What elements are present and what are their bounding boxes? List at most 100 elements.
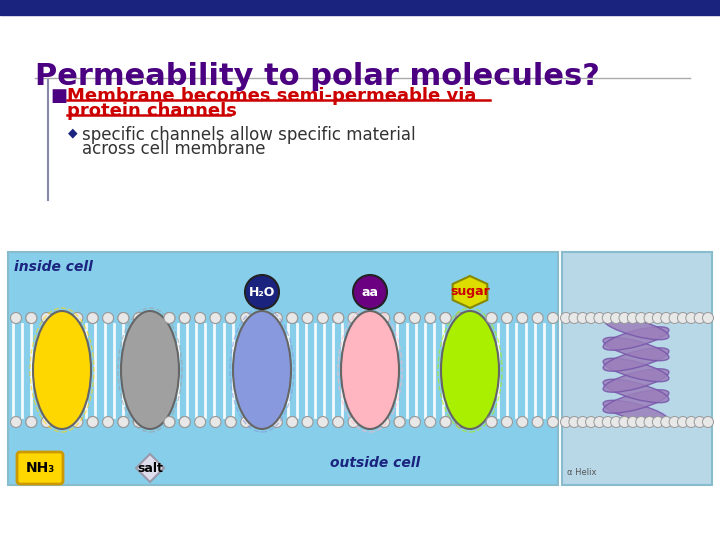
Circle shape [703,416,714,428]
Circle shape [87,416,98,428]
Circle shape [652,313,663,323]
Circle shape [379,416,390,428]
Circle shape [287,416,297,428]
Circle shape [594,416,605,428]
Circle shape [179,313,190,323]
Circle shape [41,416,52,428]
Ellipse shape [341,311,399,429]
Circle shape [425,313,436,323]
Circle shape [102,416,114,428]
Circle shape [619,416,630,428]
Circle shape [57,416,68,428]
Circle shape [164,416,175,428]
Polygon shape [453,276,487,308]
Circle shape [517,313,528,323]
Circle shape [577,416,588,428]
Circle shape [440,416,451,428]
Circle shape [456,313,467,323]
Circle shape [194,416,206,428]
Circle shape [179,416,190,428]
Circle shape [287,313,297,323]
Circle shape [501,416,513,428]
Circle shape [685,416,697,428]
Circle shape [72,416,83,428]
Circle shape [133,313,144,323]
Circle shape [602,313,613,323]
Circle shape [602,416,613,428]
Circle shape [225,416,236,428]
Circle shape [532,313,543,323]
FancyBboxPatch shape [17,452,63,484]
Circle shape [627,416,639,428]
Circle shape [333,313,343,323]
Circle shape [133,416,144,428]
Circle shape [210,313,221,323]
Circle shape [456,416,467,428]
Circle shape [501,313,513,323]
Circle shape [26,313,37,323]
Circle shape [425,416,436,428]
Circle shape [547,416,559,428]
Circle shape [118,313,129,323]
Circle shape [532,416,543,428]
Circle shape [41,313,52,323]
Circle shape [594,313,605,323]
Circle shape [102,313,114,323]
Circle shape [164,313,175,323]
Circle shape [636,313,647,323]
Text: Membrane becomes semi-permeable via: Membrane becomes semi-permeable via [67,87,477,105]
Circle shape [569,416,580,428]
Text: specific channels allow specific material: specific channels allow specific materia… [82,126,415,144]
Circle shape [394,313,405,323]
Text: sugar: sugar [450,286,490,299]
Circle shape [486,416,497,428]
Circle shape [440,313,451,323]
Circle shape [148,416,160,428]
Ellipse shape [121,311,179,429]
Circle shape [471,313,482,323]
Ellipse shape [603,327,669,350]
Circle shape [611,313,621,323]
Circle shape [486,313,497,323]
Text: NH₃: NH₃ [25,461,55,475]
Circle shape [287,416,297,428]
Ellipse shape [603,316,669,340]
Circle shape [26,416,37,428]
Circle shape [560,416,572,428]
Circle shape [164,313,175,323]
Circle shape [333,416,343,428]
Bar [0,0,720,15]
Circle shape [26,313,37,323]
Ellipse shape [441,311,499,429]
Circle shape [611,416,621,428]
Circle shape [585,416,597,428]
Circle shape [517,416,528,428]
Text: H₂O: H₂O [249,286,275,299]
Circle shape [694,313,705,323]
Polygon shape [136,454,164,482]
Circle shape [333,313,343,323]
Circle shape [11,416,22,428]
Circle shape [348,416,359,428]
Circle shape [118,416,129,428]
Circle shape [669,416,680,428]
Circle shape [164,416,175,428]
Circle shape [240,416,252,428]
Ellipse shape [603,379,669,403]
Circle shape [364,416,374,428]
Circle shape [652,416,663,428]
Text: α Helix: α Helix [567,468,596,477]
Circle shape [318,313,328,323]
Circle shape [287,313,297,323]
Circle shape [225,313,236,323]
Circle shape [440,416,451,428]
Circle shape [486,416,497,428]
Circle shape [148,313,160,323]
FancyBboxPatch shape [562,252,712,485]
Circle shape [194,313,206,323]
Circle shape [240,313,252,323]
Circle shape [271,416,282,428]
Circle shape [256,416,267,428]
Circle shape [678,313,688,323]
Ellipse shape [603,338,669,361]
